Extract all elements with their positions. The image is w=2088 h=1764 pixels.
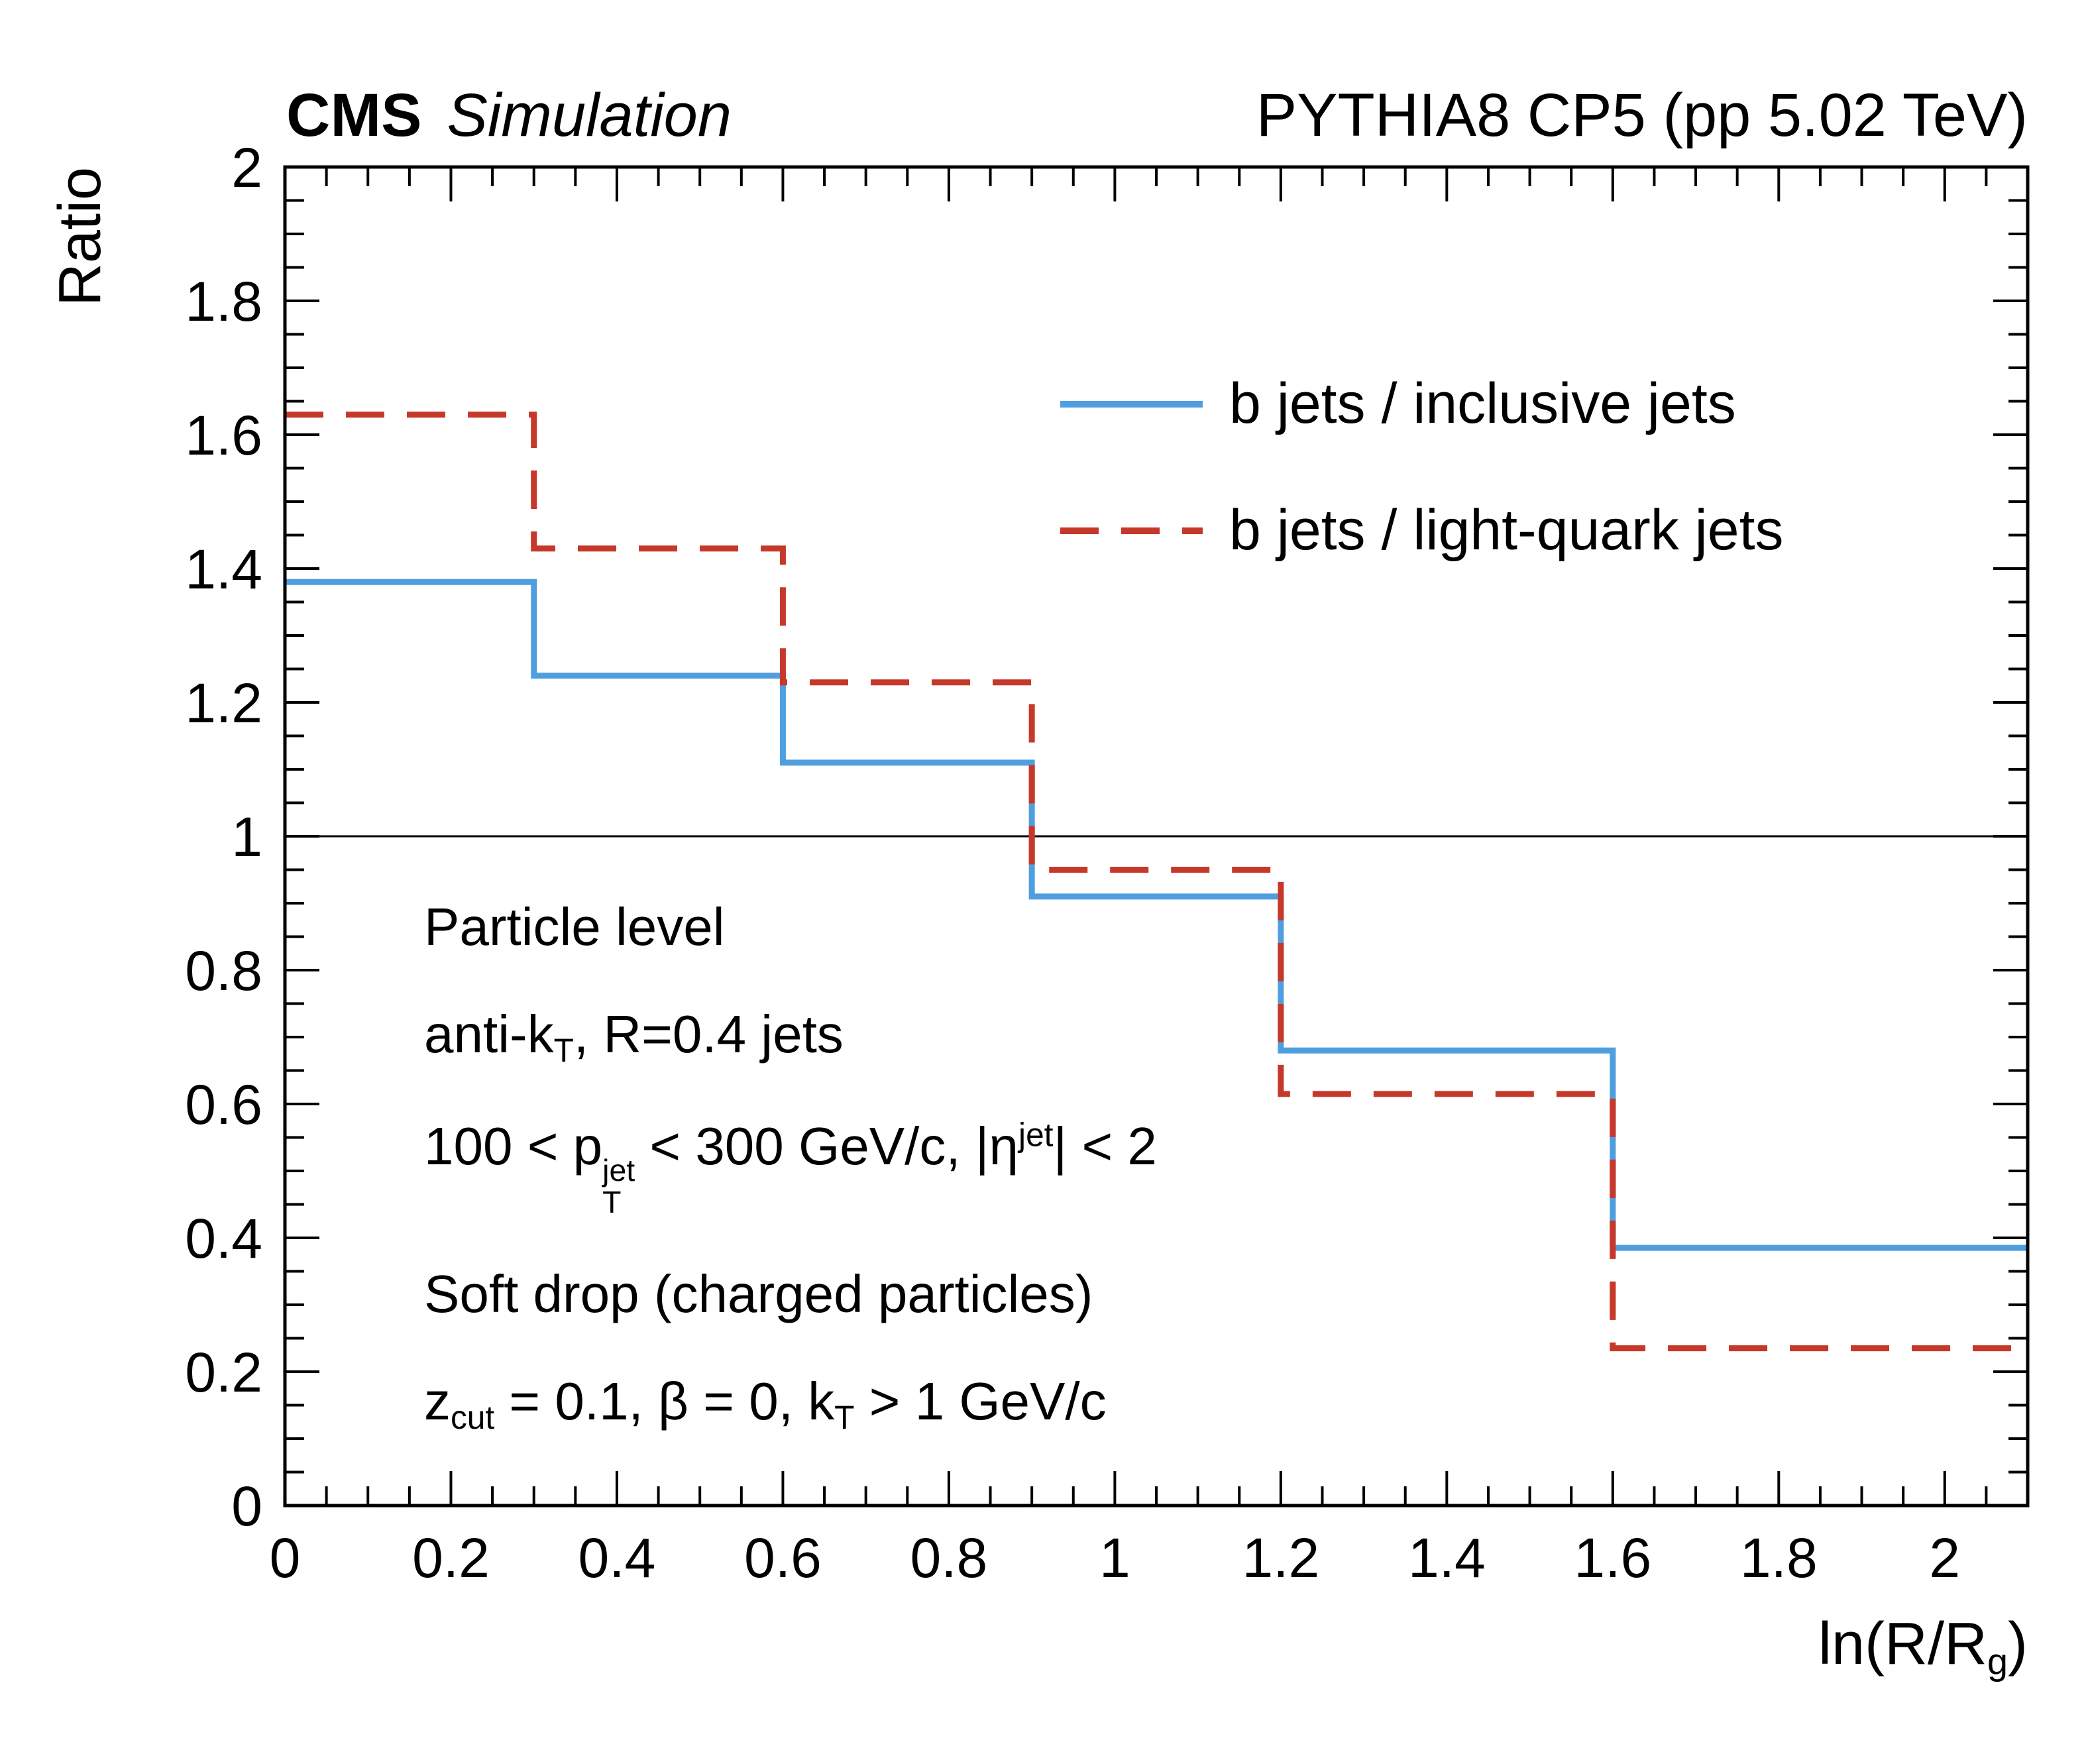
svg-text:1.4: 1.4 [185, 538, 262, 600]
generator-label: PYTHIA8 CP5 (pp 5.02 TeV) [1256, 82, 2028, 149]
svg-text:1.8: 1.8 [1740, 1527, 1818, 1589]
legend-line-sample-solid [1060, 400, 1203, 408]
simulation-label: Simulation [447, 82, 732, 149]
svg-text:0.2: 0.2 [185, 1341, 262, 1404]
svg-text:0.4: 0.4 [185, 1207, 262, 1270]
annotation-line: anti-kT, R=0.4 jets [424, 1005, 844, 1070]
legend-line-sample-dashed [1060, 527, 1203, 534]
svg-text:2: 2 [1929, 1527, 1960, 1589]
svg-text:1: 1 [231, 806, 262, 868]
legend-item: b jets / inclusive jets [1060, 371, 1783, 437]
annotation-line: Soft drop (charged particles) [424, 1264, 1093, 1323]
svg-text:2: 2 [231, 137, 262, 199]
legend-label: b jets / inclusive jets [1229, 372, 1736, 435]
svg-text:0.6: 0.6 [185, 1074, 262, 1136]
x-axis-title: ln(R/Rg) [1818, 1611, 2028, 1682]
svg-text:1: 1 [1099, 1527, 1130, 1589]
svg-text:0.6: 0.6 [744, 1527, 822, 1589]
svg-text:0.2: 0.2 [412, 1527, 490, 1589]
legend: b jets / inclusive jets b jets / light-qu… [1060, 371, 1783, 563]
cms-label: CMS [286, 82, 422, 149]
svg-text:0.4: 0.4 [578, 1527, 656, 1589]
series-dashed [285, 412, 2028, 1352]
svg-text:1.2: 1.2 [1242, 1527, 1319, 1589]
y-tick-labels: 0 0.2 0.4 0.6 0.8 1 1.2 1.4 1.6 1.8 2 [185, 137, 262, 1537]
plot-frame [283, 165, 2030, 1508]
svg-text:1.6: 1.6 [185, 404, 262, 467]
legend-label: b jets / light-quark jets [1229, 498, 1784, 562]
x-tick-labels: 0 0.2 0.4 0.6 0.8 1 1.2 1.4 1.6 1.8 2 [270, 1527, 1960, 1589]
sub-sup-stack: jet T [602, 1153, 635, 1219]
y-axis-title: Ratio [47, 167, 113, 307]
svg-text:0.8: 0.8 [910, 1527, 988, 1589]
annotation-block: Particle level anti-kT, R=0.4 jets 100 < p… [424, 896, 1157, 1482]
annotation-line: Particle level [424, 897, 725, 956]
series-lines [285, 412, 2028, 1352]
svg-text:1.2: 1.2 [185, 672, 262, 734]
plot-header: CMS Simulation [286, 81, 732, 150]
svg-text:1.6: 1.6 [1574, 1527, 1651, 1589]
svg-text:1.4: 1.4 [1408, 1527, 1486, 1589]
legend-item: b jets / light-quark jets [1060, 498, 1783, 563]
svg-text:1.8: 1.8 [185, 270, 262, 333]
svg-text:0: 0 [270, 1527, 301, 1589]
svg-text:0.8: 0.8 [185, 940, 262, 1002]
annotation-line: zcut = 0.1, β = 0, kT > 1 GeV/c [424, 1372, 1107, 1437]
svg-text:0: 0 [231, 1475, 262, 1537]
axis-ticks [284, 166, 2028, 1507]
annotation-line: 100 < p jet T < 300 GeV/c, |ηjet| < 2 [424, 1116, 1157, 1219]
